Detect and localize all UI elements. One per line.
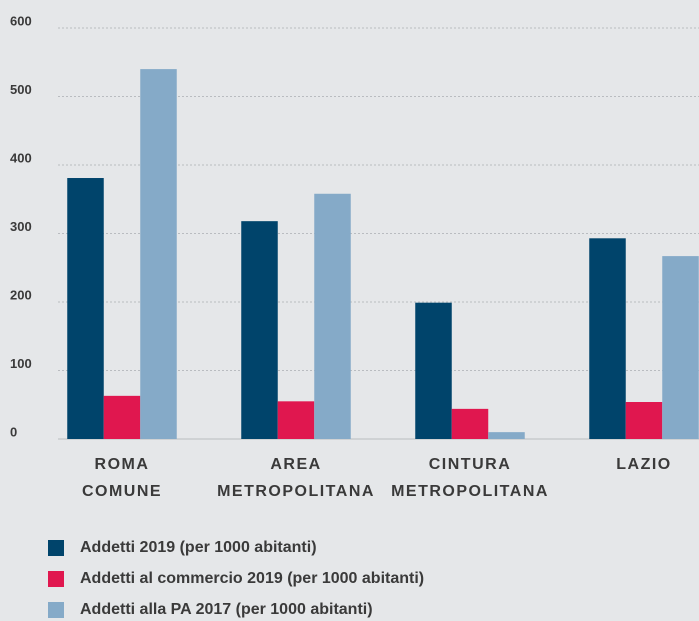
y-tick-label: 500 [10,82,32,97]
x-tick-label: ROMA [95,456,150,473]
x-tick-label: LAZIO [616,456,672,473]
x-tick-label: CINTURA [429,456,512,473]
x-tick-label: AREA [270,456,321,473]
bar [277,401,315,439]
legend-swatch [48,602,64,618]
y-tick-label: 400 [10,150,32,165]
legend-label: Addetti alla PA 2017 (per 1000 abitanti) [80,601,373,618]
bar [589,238,626,439]
bar [488,432,525,439]
y-tick-label: 200 [10,287,32,302]
legend-label: Addetti al commercio 2019 (per 1000 abit… [80,570,424,587]
y-tick-label: 0 [10,424,17,439]
bar [314,193,351,439]
legend-swatch [48,571,64,587]
bar [140,69,177,439]
bar [662,256,699,439]
y-tick-label: 600 [10,13,32,28]
bar [241,221,278,439]
bar [415,302,452,439]
x-tick-label: METROPOLITANA [217,483,375,500]
legend-label: Addetti 2019 (per 1000 abitanti) [80,539,317,556]
bar [103,395,141,439]
bar [625,402,663,439]
x-tick-label: COMUNE [82,483,162,500]
x-tick-label: METROPOLITANA [391,483,549,500]
y-tick-label: 300 [10,219,32,234]
y-tick-label: 100 [10,356,32,371]
bar [67,178,104,439]
legend-swatch [48,540,64,556]
bar [451,408,489,439]
